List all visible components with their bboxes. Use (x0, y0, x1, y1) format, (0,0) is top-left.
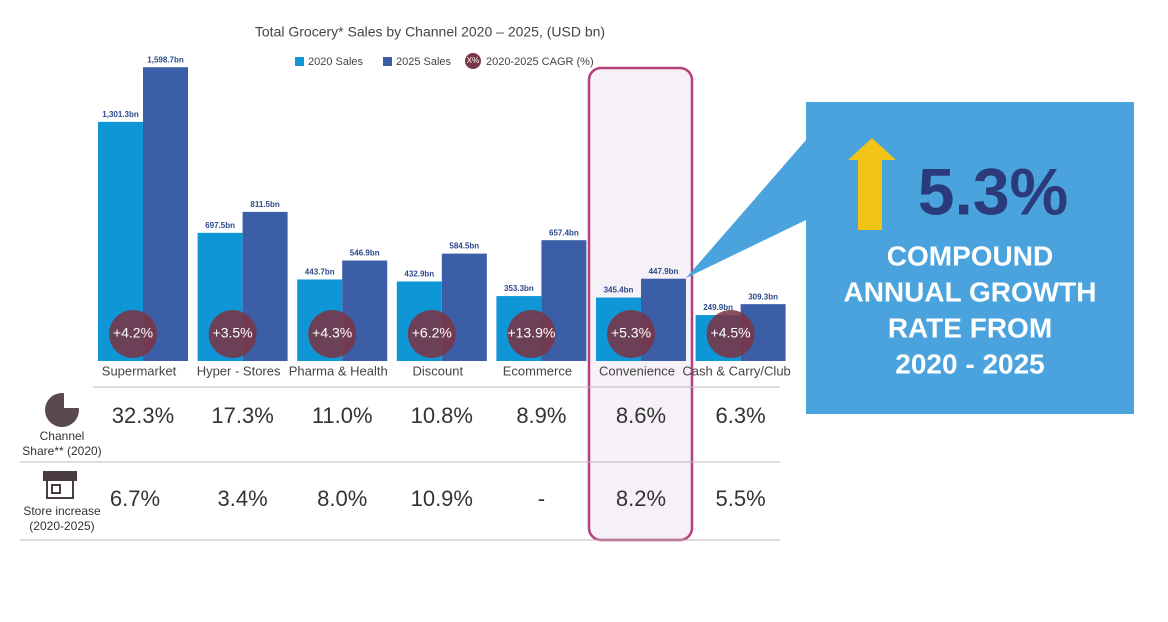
chart-title: Total Grocery* Sales by Channel 2020 – 2… (255, 24, 605, 40)
cagr-label: +4.3% (312, 325, 352, 341)
value-label: 657.4bn (549, 228, 579, 237)
value-label: 443.7bn (305, 268, 335, 277)
table-cell: 17.3% (211, 403, 273, 428)
value-label: 546.9bn (350, 249, 380, 258)
callout-text: ANNUAL GROWTH (843, 276, 1096, 307)
table-cell: 10.9% (411, 486, 473, 511)
cagr-circle (607, 310, 655, 358)
table-cell: 3.4% (218, 486, 268, 511)
legend-label: 2020-2025 CAGR (%) (486, 56, 594, 68)
value-label: 309.3bn (748, 292, 778, 301)
x-tick-label: Pharma & Health (289, 363, 388, 378)
value-label: 1,598.7bn (147, 55, 184, 64)
table-cell: 10.8% (411, 403, 473, 428)
value-label: 584.5bn (449, 242, 479, 251)
value-label: 249.9bn (703, 303, 733, 312)
legend-label: 2020 Sales (308, 56, 364, 68)
x-tick-label: Convenience (599, 363, 675, 378)
table-cell: 8.6% (616, 403, 666, 428)
x-tick-label: Discount (413, 363, 464, 378)
legend-swatch (383, 57, 392, 66)
table-cell: 6.7% (110, 486, 160, 511)
table-cell: 32.3% (112, 403, 174, 428)
x-tick-label: Cash & Carry/Club (682, 363, 790, 378)
cagr-circle (706, 310, 755, 358)
value-label: 345.4bn (604, 286, 634, 295)
cagr-label: +13.9% (507, 325, 555, 341)
value-label: 1,301.3bn (102, 110, 139, 119)
callout-text: COMPOUND (887, 240, 1053, 271)
up-arrow (848, 138, 896, 230)
table-cell: 8.2% (616, 486, 666, 511)
legend-swatch (295, 57, 304, 66)
table-cell: 5.5% (716, 486, 766, 511)
legend-label: 2025 Sales (396, 56, 452, 68)
callout-text: 2020 - 2025 (895, 348, 1044, 379)
row-label: Channel (40, 429, 85, 443)
value-label: 811.5bn (250, 200, 279, 209)
cagr-circle (109, 310, 157, 358)
table-cell: 8.9% (516, 403, 566, 428)
x-tick-label: Supermarket (102, 363, 177, 378)
cagr-label: +5.3% (611, 325, 651, 341)
pie-icon (45, 391, 81, 427)
table-cell: 11.0% (312, 403, 373, 428)
bar (143, 67, 188, 361)
value-label: 697.5bn (205, 221, 235, 230)
cagr-label: +4.5% (711, 325, 751, 341)
callout-text: RATE FROM (888, 312, 1052, 343)
row-label: Store increase (23, 504, 101, 518)
value-label: 432.9bn (404, 270, 434, 279)
value-label: 447.9bn (649, 267, 679, 276)
callout-value: 5.3% (918, 154, 1068, 228)
row-label: (2020-2025) (29, 519, 94, 533)
table-cell: 8.0% (317, 486, 367, 511)
cagr-label: +3.5% (213, 325, 253, 341)
table-cell: 6.3% (716, 403, 766, 428)
cagr-label: +4.2% (113, 325, 153, 341)
table-cell: - (538, 486, 545, 511)
x-tick-label: Hyper - Stores (197, 363, 281, 378)
cagr-circle (507, 310, 556, 358)
x-tick-label: Ecommerce (503, 363, 572, 378)
row-label: Share** (2020) (22, 444, 101, 458)
cagr-circle (407, 310, 456, 358)
legend-swatch (465, 53, 481, 69)
value-label: 353.3bn (504, 284, 534, 293)
cagr-circle (308, 310, 357, 358)
cagr-circle (208, 310, 257, 358)
callout-pointer (686, 140, 806, 278)
legend-icon-text: X% (467, 56, 479, 65)
store-icon (43, 471, 77, 499)
cagr-label: +6.2% (412, 325, 452, 341)
